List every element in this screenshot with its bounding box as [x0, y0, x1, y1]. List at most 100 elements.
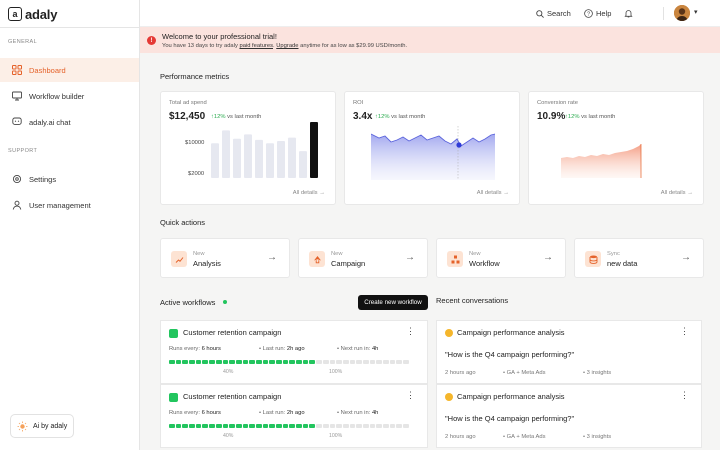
- progress-segment: [229, 424, 235, 428]
- monitor-icon: [12, 91, 22, 101]
- logo[interactable]: a adaly: [8, 6, 57, 22]
- quick-action-analysis[interactable]: New Analysis →: [160, 238, 290, 278]
- last-run: • Last run: 2h ago: [259, 346, 305, 352]
- upgrade-link[interactable]: Upgrade: [276, 43, 299, 49]
- quick-action-small: New: [469, 251, 481, 257]
- account-menu-chevron[interactable]: ▾: [694, 8, 698, 16]
- conversation-card[interactable]: Campaign performance analysis ⋮ "How is …: [436, 320, 702, 384]
- progress-segment: [396, 424, 403, 428]
- insights-label: 3 insights: [586, 370, 612, 376]
- progress-segment: [289, 360, 296, 364]
- conversation-card[interactable]: Campaign performance analysis ⋮ "How is …: [436, 384, 702, 448]
- more-options-icon[interactable]: ⋮: [406, 390, 415, 400]
- logo-mark: a: [8, 7, 22, 21]
- avatar[interactable]: [674, 5, 690, 21]
- banner-text-end: anytime for as low as $29.99 USD/month.: [300, 43, 408, 49]
- all-details-label: All details: [292, 190, 318, 196]
- bullet: •: [337, 410, 340, 416]
- progress-segment: [369, 424, 376, 428]
- user-icon: [12, 200, 22, 210]
- grid-icon: [12, 65, 22, 75]
- progress-segment: [276, 360, 282, 364]
- recent-conversations-heading: Recent conversations: [436, 296, 509, 305]
- progress-segment: [175, 424, 182, 428]
- delta-up: ↑12%: [565, 114, 580, 120]
- progress-segment: [276, 424, 282, 428]
- progress-segment: [169, 360, 175, 364]
- banner-text-start: You have 13 days to try adaly: [162, 43, 238, 49]
- spend-bar: [211, 143, 219, 178]
- spend-bar: [288, 137, 296, 178]
- sidebar-item-dashboard[interactable]: Dashboard: [0, 58, 139, 82]
- quick-action-workflow[interactable]: New Workflow →: [436, 238, 566, 278]
- delta-text: vs last month: [581, 114, 616, 120]
- more-options-icon[interactable]: ⋮: [680, 390, 689, 400]
- delta-text: vs last month: [227, 114, 262, 120]
- all-details-link[interactable]: All details →: [477, 190, 509, 196]
- metric-value: 10.9%: [537, 111, 566, 122]
- quick-action-sync[interactable]: Sync new data →: [574, 238, 704, 278]
- sidebar-item-user-management[interactable]: User management: [0, 193, 139, 217]
- runs-label: Runs every:: [169, 346, 200, 352]
- paid-features-link[interactable]: paid features: [239, 43, 273, 49]
- help-button[interactable]: ? Help: [584, 9, 611, 18]
- metric-card-ad-spend: Total ad spend $12,450 ↑12% vs last mont…: [160, 91, 336, 205]
- notifications-button[interactable]: [624, 9, 633, 18]
- sidebar-item-workflow-builder[interactable]: Workflow builder: [0, 84, 139, 108]
- spend-bar: [222, 130, 230, 178]
- progress-segment: [202, 360, 209, 364]
- progress-segment: [249, 360, 255, 364]
- progress-segment: [229, 360, 235, 364]
- runs-label: Runs every:: [169, 410, 200, 416]
- progress-segment: [309, 360, 316, 364]
- all-details-link[interactable]: All details →: [661, 190, 693, 196]
- progress-segment: [215, 360, 222, 364]
- sidebar-item-label: Workflow builder: [29, 91, 85, 101]
- conversation-sources: • GA + Meta Ads: [503, 370, 546, 376]
- sidebar-item-settings[interactable]: Settings: [0, 167, 139, 191]
- bullet: •: [259, 346, 262, 352]
- hover-point: [456, 142, 462, 148]
- bullet: •: [337, 346, 340, 352]
- progress-segment: [175, 360, 182, 364]
- workflow-card[interactable]: Customer retention campaign ⋮ Runs every…: [160, 320, 428, 384]
- metric-label: Conversion rate: [537, 100, 578, 106]
- progress-segment: [222, 424, 229, 428]
- insights-label: 3 insights: [586, 434, 612, 440]
- y-axis-label: $2000: [188, 171, 205, 177]
- conversation-name: Campaign performance analysis: [457, 392, 565, 401]
- metric-card-roi: ROI 3.4x ↑12% vs last month All details …: [344, 91, 520, 205]
- sun-icon: [445, 329, 453, 337]
- ai-assistant-button[interactable]: Ai by adaly: [10, 414, 74, 438]
- avatar-image: [674, 5, 690, 21]
- more-options-icon[interactable]: ⋮: [406, 326, 415, 336]
- sidebar-item-chat[interactable]: adaly.ai chat: [0, 110, 139, 134]
- more-options-icon[interactable]: ⋮: [680, 326, 689, 336]
- next-run-value: 4h: [371, 346, 379, 352]
- sidebar-section-general: GENERAL: [8, 39, 38, 45]
- all-details-link[interactable]: All details →: [293, 190, 325, 196]
- bell-icon: [624, 10, 633, 18]
- progress-segment: [403, 424, 409, 428]
- quick-action-label: Campaign: [331, 259, 366, 268]
- progress-segment: [215, 424, 222, 428]
- database-icon: [585, 251, 601, 267]
- progress-segment: [222, 360, 229, 364]
- create-workflow-button[interactable]: Create new workflow: [358, 295, 428, 310]
- progress-segment: [195, 424, 202, 428]
- progress-segment: [282, 424, 289, 428]
- workflow-card[interactable]: Customer retention campaign ⋮ Runs every…: [160, 384, 428, 448]
- progress-segment: [296, 360, 302, 364]
- metric-delta: ↑12% vs last month: [375, 114, 425, 120]
- all-details-label: All details: [476, 190, 502, 196]
- progress-segment: [189, 360, 195, 364]
- performance-metrics-heading: Performance metrics: [160, 72, 230, 81]
- sidebar-item-label: adaly.ai chat: [29, 117, 71, 127]
- progress-segment: [289, 424, 296, 428]
- conversation-time: 2 hours ago: [445, 434, 476, 440]
- progress-segment: [376, 360, 382, 364]
- sidebar-item-label: User management: [29, 200, 91, 210]
- search-button[interactable]: Search: [536, 9, 571, 18]
- quick-action-campaign[interactable]: New Campaign →: [298, 238, 428, 278]
- chat-icon: [12, 117, 22, 125]
